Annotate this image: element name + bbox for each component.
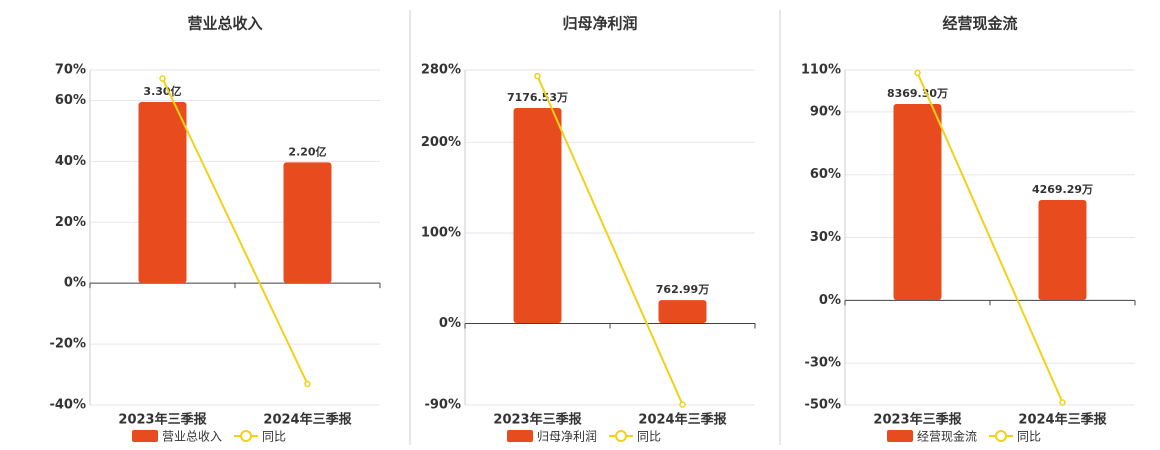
value-label: 3.30亿 [143, 84, 181, 98]
legend-label: 同比 [1017, 430, 1041, 444]
value-label: 762.99万 [656, 283, 709, 296]
value-label: 8369.30万 [887, 87, 948, 100]
line [536, 75, 684, 406]
line [161, 78, 309, 385]
chart-title: 经营现金流 [942, 15, 1017, 33]
x-tick-label: 2024年三季报 [638, 412, 727, 428]
line-point [679, 401, 686, 408]
legend-label: 同比 [262, 430, 286, 444]
legend-swatch [887, 430, 913, 442]
y-tick-label: 40% [55, 154, 86, 169]
value-label: 7176.53万 [507, 91, 568, 104]
y-tick-label: -20% [49, 337, 86, 352]
x-tick-label: 2024年三季报 [1018, 412, 1107, 428]
legend-swatch [995, 430, 1007, 442]
bar [658, 300, 707, 324]
y-tick-label: 30% [810, 230, 841, 245]
legend-label: 营业总收入 [162, 430, 222, 444]
line-point [1059, 399, 1066, 406]
bar [138, 102, 187, 284]
bar [893, 103, 942, 300]
line-point [914, 69, 921, 77]
y-tick-label: 100% [421, 225, 461, 240]
y-tick-label: 70% [55, 63, 86, 78]
y-tick-label: 110% [801, 63, 841, 78]
y-tick-label: 280% [421, 63, 461, 78]
bar [283, 162, 332, 284]
y-tick-label: -50% [804, 398, 841, 413]
x-tick-label: 2023年三季报 [118, 412, 207, 428]
legend-swatch [615, 430, 627, 442]
y-tick-label: 200% [421, 135, 461, 150]
y-tick-label: -30% [804, 356, 841, 371]
x-tick-label: 2023年三季报 [493, 412, 582, 428]
value-label: 2.20亿 [288, 144, 326, 158]
legend-swatch [507, 430, 533, 442]
y-tick-label: 20% [55, 215, 86, 230]
value-label: 4269.29万 [1032, 183, 1093, 196]
x-tick-label: 2023年三季报 [873, 412, 962, 428]
y-tick-label: 0% [439, 316, 461, 331]
line-point [534, 72, 541, 80]
legend-label: 同比 [637, 430, 661, 444]
bar [513, 108, 562, 324]
legend-label: 经营现金流 [917, 429, 977, 444]
legend-swatch [240, 430, 252, 442]
y-tick-label: 60% [55, 93, 86, 108]
y-tick-label: 0% [819, 293, 841, 308]
y-tick-label: 60% [810, 167, 841, 182]
x-tick-label: 2024年三季报 [263, 412, 352, 428]
y-tick-label: -90% [424, 398, 461, 413]
line-point [159, 75, 166, 82]
line [916, 72, 1064, 403]
y-tick-label: -40% [49, 398, 86, 413]
legend-label: 归母净利润 [537, 430, 597, 444]
bar [1038, 200, 1087, 300]
line-point [304, 380, 311, 388]
chart-title: 归母净利润 [562, 15, 637, 33]
chart-title: 营业总收入 [187, 15, 262, 33]
y-tick-label: 90% [810, 104, 841, 119]
legend-swatch [132, 430, 158, 442]
y-tick-label: 0% [64, 276, 86, 291]
